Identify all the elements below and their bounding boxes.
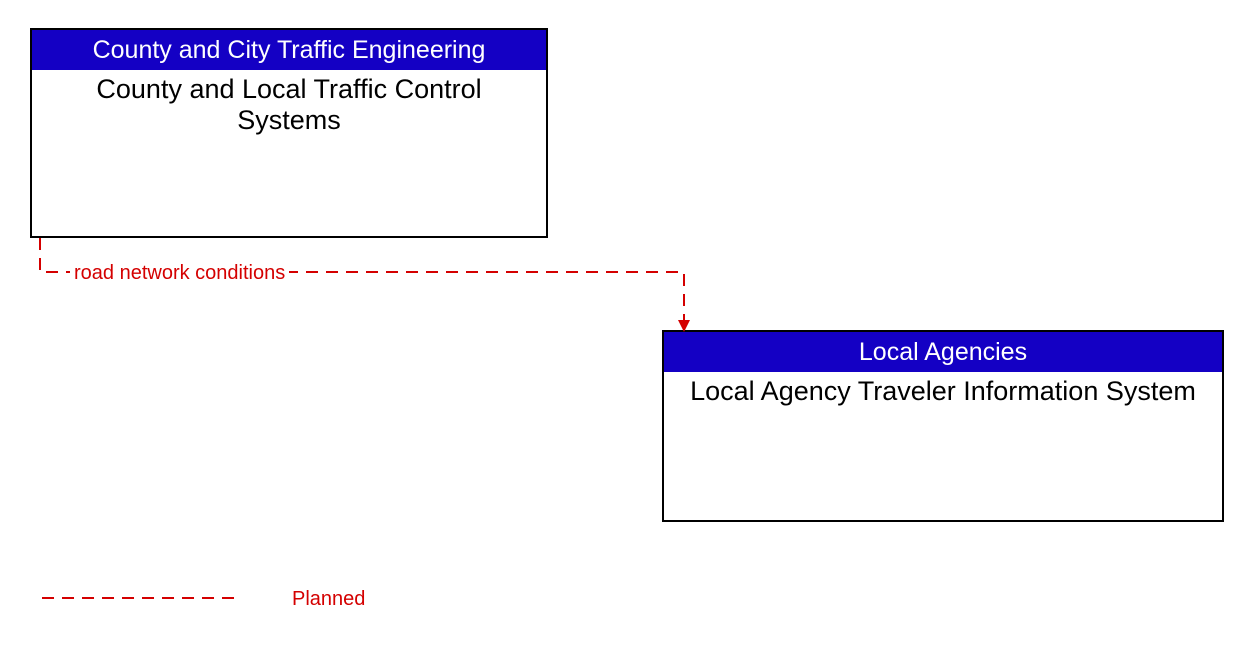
edge-label-road-network-conditions: road network conditions — [70, 262, 289, 285]
node-header: County and City Traffic Engineering — [32, 30, 546, 70]
legend-label-planned: Planned — [292, 588, 365, 611]
node-local-agency: Local Agencies Local Agency Traveler Inf… — [662, 330, 1224, 522]
node-body: County and Local Traffic Control Systems — [32, 70, 546, 136]
node-county-traffic: County and City Traffic Engineering Coun… — [30, 28, 548, 238]
node-header: Local Agencies — [664, 332, 1222, 372]
diagram-canvas: County and City Traffic Engineering Coun… — [0, 0, 1252, 658]
node-body: Local Agency Traveler Information System — [664, 372, 1222, 407]
